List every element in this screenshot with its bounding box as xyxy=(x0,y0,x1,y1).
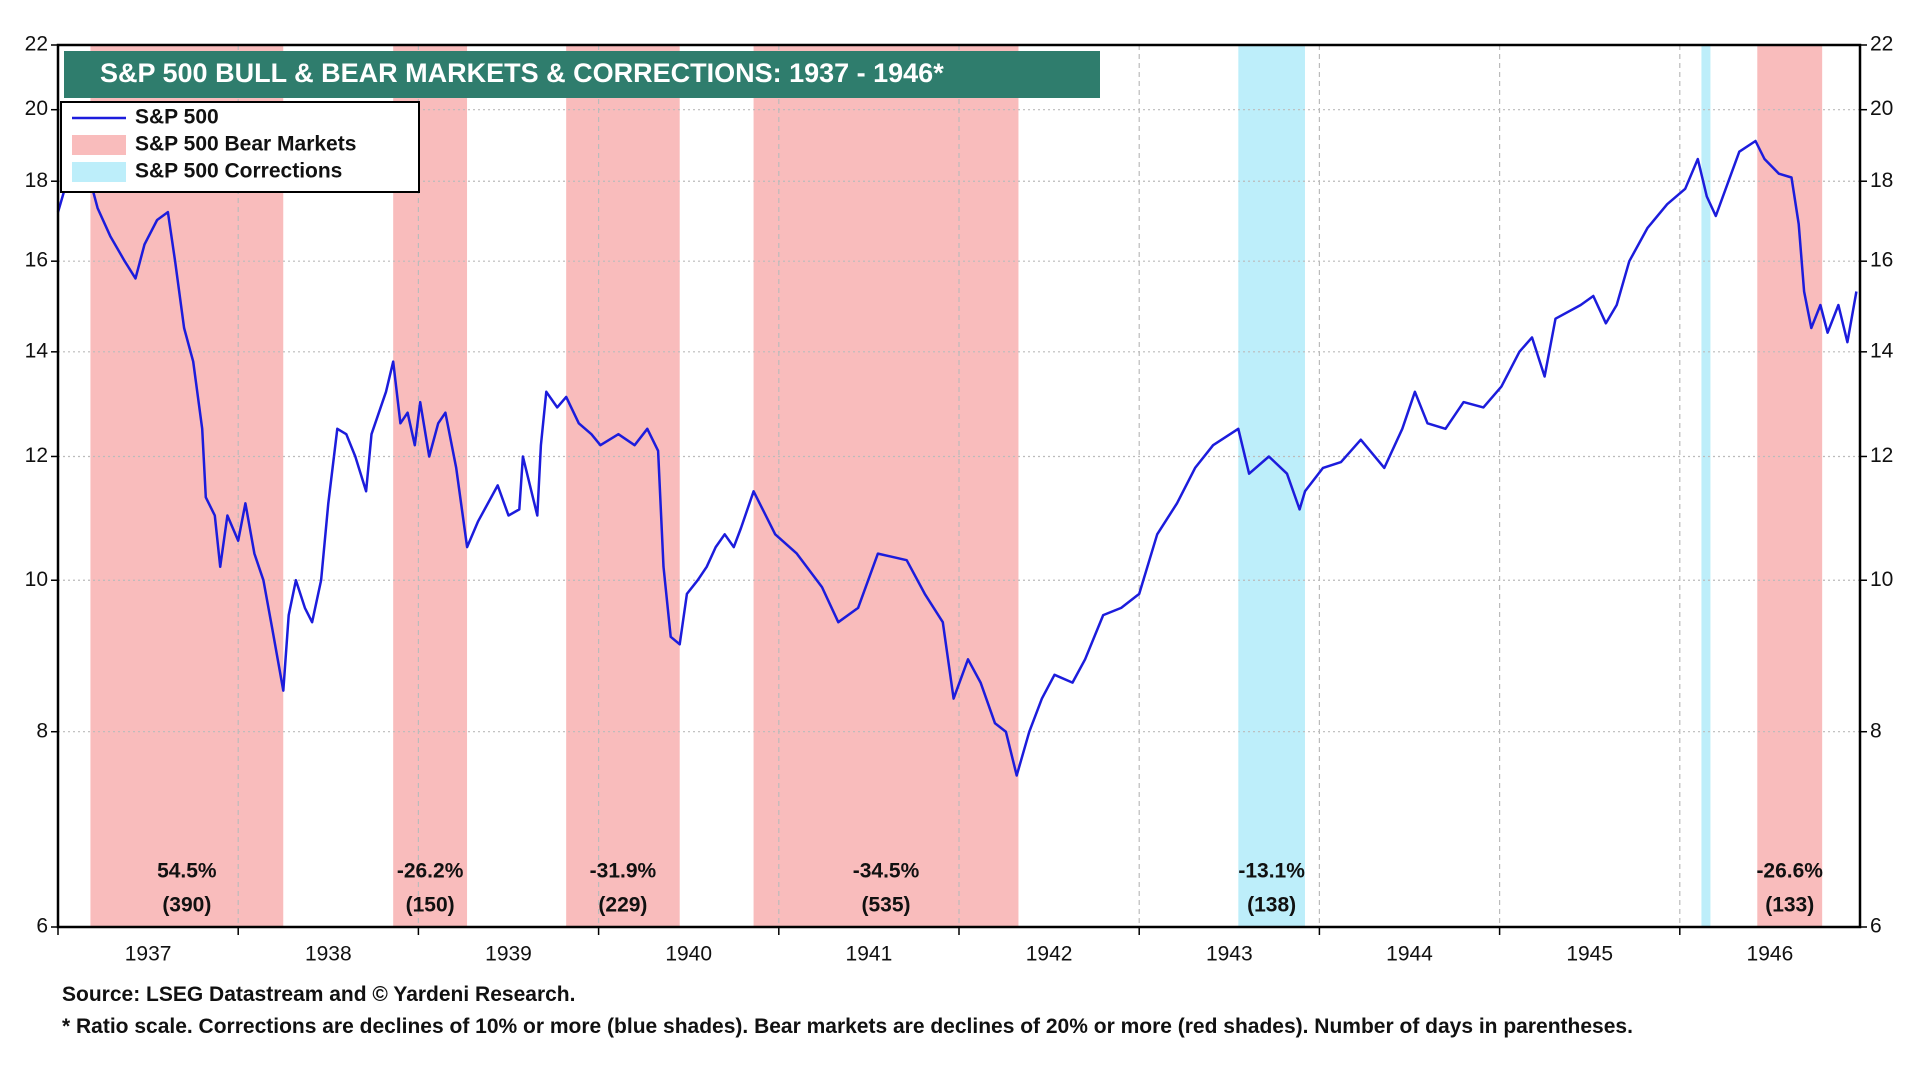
y2-tick-label: 18 xyxy=(1870,169,1893,192)
band-days-label: (138) xyxy=(1247,894,1296,917)
x-tick-label: 1945 xyxy=(1566,943,1613,966)
y2-tick-label: 8 xyxy=(1870,719,1882,742)
shade-band xyxy=(753,45,1019,927)
x-tick-label: 1943 xyxy=(1206,943,1253,966)
x-tick-label: 1937 xyxy=(125,943,172,966)
y-tick-label: 12 xyxy=(25,444,48,467)
band-change-label: -26.6% xyxy=(1756,860,1823,883)
y2-tick-label: 16 xyxy=(1870,249,1893,272)
footnote: * Ratio scale. Corrections are declines … xyxy=(62,1015,1633,1038)
band-change-label: 54.5% xyxy=(157,860,217,883)
shade-band xyxy=(1238,45,1305,927)
band-days-label: (150) xyxy=(406,894,455,917)
band-change-label: -26.2% xyxy=(397,860,464,883)
y2-tick-label: 20 xyxy=(1870,97,1893,120)
x-tick-label: 1941 xyxy=(846,943,893,966)
band-change-label: -34.5% xyxy=(853,860,920,883)
y-tick-label: 10 xyxy=(25,568,48,591)
chart-title: S&P 500 BULL & BEAR MARKETS & CORRECTION… xyxy=(100,58,944,88)
chart: 6 6 8 8 10 10 12 12 14 14 16 16 18 18 20 20 22 22 1937 1938… xyxy=(25,33,1894,966)
shade-band xyxy=(566,45,680,927)
legend-label: S&P 500 xyxy=(135,106,219,129)
x-tick-label: 1940 xyxy=(665,943,712,966)
plot-frame xyxy=(56,43,1862,929)
title-box xyxy=(64,51,1100,98)
x-tick-label: 1939 xyxy=(485,943,532,966)
x-tick-label: 1946 xyxy=(1747,943,1794,966)
band-change-label: -13.1% xyxy=(1238,860,1305,883)
y2-tick-label: 22 xyxy=(1870,33,1893,56)
source-note: Source: LSEG Datastream and © Yardeni Re… xyxy=(62,983,576,1006)
x-tick-label: 1944 xyxy=(1386,943,1433,966)
y-tick-label: 14 xyxy=(25,339,49,362)
x-tick-label: 1938 xyxy=(305,943,352,966)
y2-tick-label: 6 xyxy=(1870,915,1882,938)
legend-label: S&P 500 Bear Markets xyxy=(135,133,356,156)
series-line xyxy=(56,139,1858,777)
y-tick-label: 22 xyxy=(25,33,48,56)
band-days-label: (535) xyxy=(862,894,911,917)
band-days-label: (133) xyxy=(1765,894,1814,917)
legend-swatch xyxy=(72,135,126,155)
legend-label: S&P 500 Corrections xyxy=(135,160,342,183)
band-change-label: -31.9% xyxy=(590,860,657,883)
y-tick-label: 6 xyxy=(36,915,48,938)
y-tick-label: 16 xyxy=(25,249,48,272)
x-tick-label: 1942 xyxy=(1026,943,1073,966)
shade-band xyxy=(1701,45,1711,927)
y2-tick-label: 14 xyxy=(1870,339,1894,362)
band-days-label: (229) xyxy=(598,894,647,917)
y-tick-label: 20 xyxy=(25,97,48,120)
y-tick-label: 18 xyxy=(25,169,48,192)
shade-band xyxy=(1757,45,1823,927)
legend-swatch xyxy=(72,162,126,182)
y-tick-label: 8 xyxy=(36,719,48,742)
band-days-label: (390) xyxy=(162,894,211,917)
y2-tick-label: 10 xyxy=(1870,568,1893,591)
y2-tick-label: 12 xyxy=(1870,444,1893,467)
